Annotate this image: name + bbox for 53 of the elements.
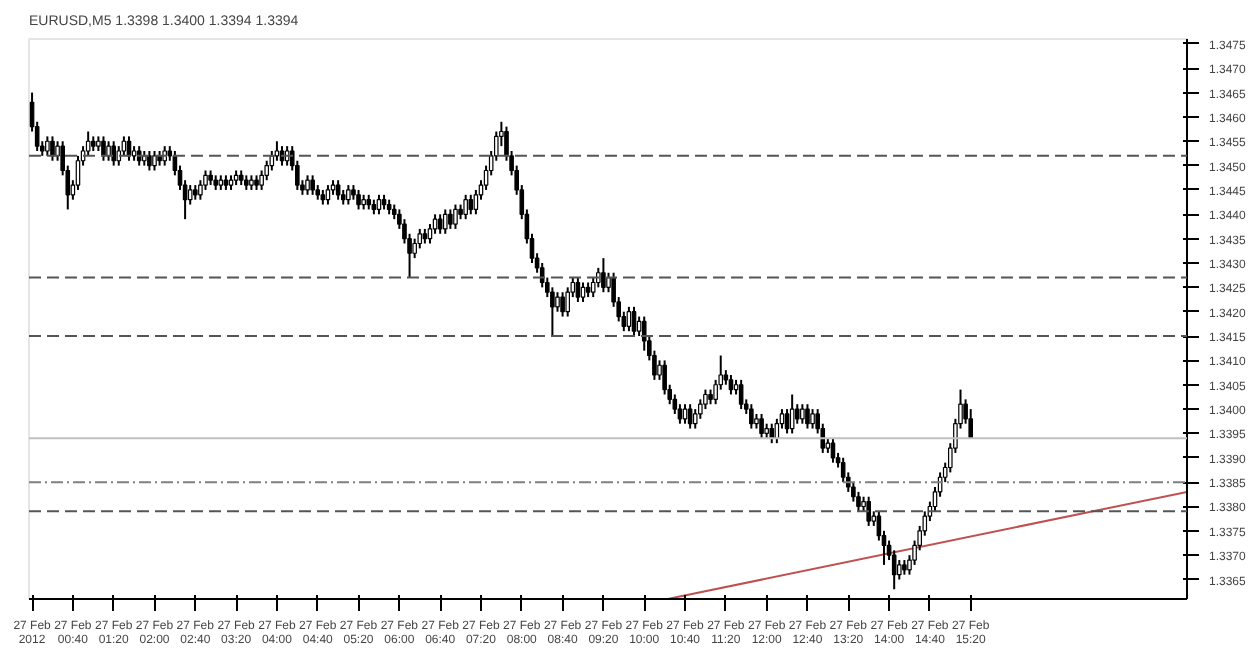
candlestick xyxy=(840,456,846,484)
candlestick xyxy=(346,184,351,206)
candlestick xyxy=(759,412,764,440)
candlestick xyxy=(682,403,688,425)
candlestick xyxy=(866,495,871,527)
candlestick xyxy=(590,276,596,299)
candlestick xyxy=(147,150,152,172)
candlestick xyxy=(463,193,468,221)
candlestick xyxy=(152,150,157,172)
candlestick xyxy=(376,193,382,216)
candlestick xyxy=(442,208,448,235)
candlestick xyxy=(550,286,555,338)
candlestick xyxy=(274,140,280,162)
candlestick xyxy=(162,145,167,167)
candlestick xyxy=(50,135,55,162)
candlestick xyxy=(356,188,361,211)
candlestick xyxy=(856,490,861,513)
candlestick xyxy=(641,315,647,352)
candlestick xyxy=(800,403,805,425)
candlestick xyxy=(417,227,423,250)
candlestick xyxy=(325,184,331,206)
candlestick xyxy=(749,403,754,430)
candlestick xyxy=(473,188,479,216)
candlestick xyxy=(560,291,565,318)
candlestick xyxy=(136,145,142,167)
candlestick xyxy=(601,257,606,294)
candlestick xyxy=(575,276,581,303)
candlestick xyxy=(805,403,810,430)
candlestick xyxy=(769,422,775,445)
candlestick xyxy=(448,208,453,230)
candlestick xyxy=(703,388,708,411)
candlestick xyxy=(662,359,667,396)
candlestick xyxy=(45,135,50,157)
candlestick xyxy=(259,169,264,191)
candlestick xyxy=(626,305,632,333)
candlestick xyxy=(565,286,570,318)
candlestick xyxy=(468,193,474,216)
candlestick xyxy=(437,213,443,235)
candlestick xyxy=(111,140,116,167)
candlestick xyxy=(580,281,586,303)
candlestick xyxy=(728,374,734,396)
candlestick xyxy=(101,135,106,162)
candlestick xyxy=(264,159,270,182)
candlestick xyxy=(453,203,458,230)
candlestick xyxy=(596,266,601,289)
candlestick xyxy=(335,179,341,201)
candlestick xyxy=(891,549,897,591)
candlestick xyxy=(687,403,693,430)
candlestick xyxy=(810,408,815,430)
candlestick xyxy=(310,174,315,196)
candlestick xyxy=(106,140,111,162)
candlestick xyxy=(789,393,795,435)
candlestick xyxy=(305,174,310,196)
